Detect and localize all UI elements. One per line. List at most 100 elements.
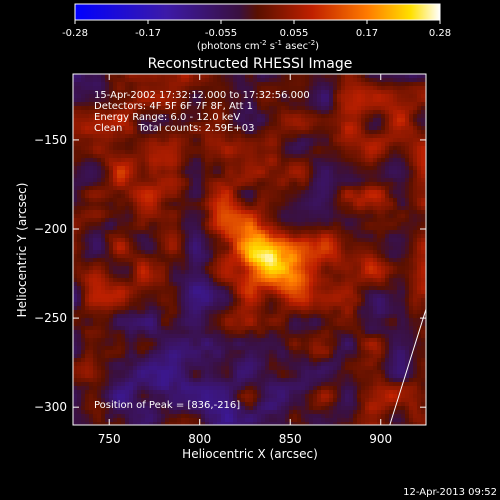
heat-cell [405, 90, 410, 95]
heat-cell [229, 110, 234, 115]
heat-cell [197, 102, 202, 107]
heat-cell [397, 94, 402, 99]
heat-cell [321, 274, 326, 279]
heat-cell [233, 282, 238, 287]
heat-cell [401, 94, 406, 99]
heat-cell [317, 190, 322, 195]
heat-cell [141, 158, 146, 163]
heat-cell [205, 238, 210, 243]
heat-cell [81, 206, 86, 211]
heat-cell [213, 290, 218, 295]
heat-cell [333, 162, 338, 167]
heat-cell [185, 282, 190, 287]
heat-cell [301, 146, 306, 151]
heat-cell [153, 162, 158, 167]
heat-cell [349, 142, 354, 147]
heat-cell [129, 122, 134, 127]
heat-cell [205, 282, 210, 287]
heat-cell [361, 170, 366, 175]
heat-cell [245, 266, 250, 271]
heat-cell [401, 242, 406, 247]
heat-cell [161, 250, 166, 255]
heat-cell [157, 130, 162, 135]
heat-cell [277, 274, 282, 279]
heat-cell [401, 118, 406, 123]
heat-cell [73, 182, 78, 187]
heat-cell [337, 266, 342, 271]
heat-cell [345, 286, 350, 291]
heat-cell [181, 210, 186, 215]
heat-cell [93, 82, 98, 87]
heat-cell [189, 90, 194, 95]
heat-cell [357, 246, 362, 251]
heat-cell [145, 202, 150, 207]
heat-cell [189, 166, 194, 171]
heat-cell [277, 86, 282, 91]
heat-cell [221, 194, 226, 199]
heat-cell [345, 222, 350, 227]
heat-cell [397, 106, 402, 111]
heat-cell [97, 210, 102, 215]
heat-cell [377, 118, 382, 123]
heat-cell [197, 118, 202, 123]
heat-cell [421, 130, 426, 135]
heat-cell [317, 206, 322, 211]
heat-cell [197, 186, 202, 191]
heat-cell [141, 250, 146, 255]
heat-cell [153, 142, 158, 147]
heat-cell [233, 122, 238, 127]
heat-cell [413, 278, 418, 283]
heat-cell [201, 218, 206, 223]
heat-cell [253, 254, 258, 259]
heat-cell [277, 198, 282, 203]
heat-cell [397, 286, 402, 291]
heat-cell [89, 158, 94, 163]
heat-cell [333, 194, 338, 199]
heat-cell [377, 110, 382, 115]
heat-cell [109, 282, 114, 287]
heat-cell [349, 78, 354, 83]
heat-cell [205, 262, 210, 267]
heat-cell [133, 86, 138, 91]
heat-cell [409, 290, 414, 295]
heat-cell [101, 290, 106, 295]
heat-cell [117, 250, 122, 255]
heat-cell [205, 98, 210, 103]
heat-cell [105, 206, 110, 211]
heat-cell [177, 222, 182, 227]
heat-cell [113, 78, 118, 83]
heat-cell [373, 258, 378, 263]
heat-cell [389, 270, 394, 275]
heat-cell [125, 146, 130, 151]
heat-cell [201, 242, 206, 247]
heat-cell [381, 270, 386, 275]
heat-cell [293, 250, 298, 255]
heat-cell [273, 86, 278, 91]
heat-cell [241, 270, 246, 275]
heat-cell [421, 106, 426, 111]
heat-cell [337, 98, 342, 103]
heat-cell [217, 190, 222, 195]
heat-cell [137, 202, 142, 207]
heat-cell [93, 266, 98, 271]
heat-cell [289, 290, 294, 295]
heat-cell [97, 134, 102, 139]
heat-cell [257, 242, 262, 247]
heat-cell [193, 206, 198, 211]
heat-cell [177, 258, 182, 263]
heat-cell [341, 234, 346, 239]
heat-cell [121, 222, 126, 227]
heat-cell [421, 134, 426, 139]
heat-cell [281, 158, 286, 163]
heat-cell [345, 74, 350, 79]
heat-cell [253, 82, 258, 87]
heat-cell [241, 174, 246, 179]
heat-cell [225, 102, 230, 107]
heat-cell [133, 282, 138, 287]
heat-cell [385, 150, 390, 155]
heat-cell [109, 138, 114, 143]
heat-cell [241, 114, 246, 119]
heat-cell [157, 238, 162, 243]
heat-cell [417, 290, 422, 295]
heat-cell [309, 242, 314, 247]
